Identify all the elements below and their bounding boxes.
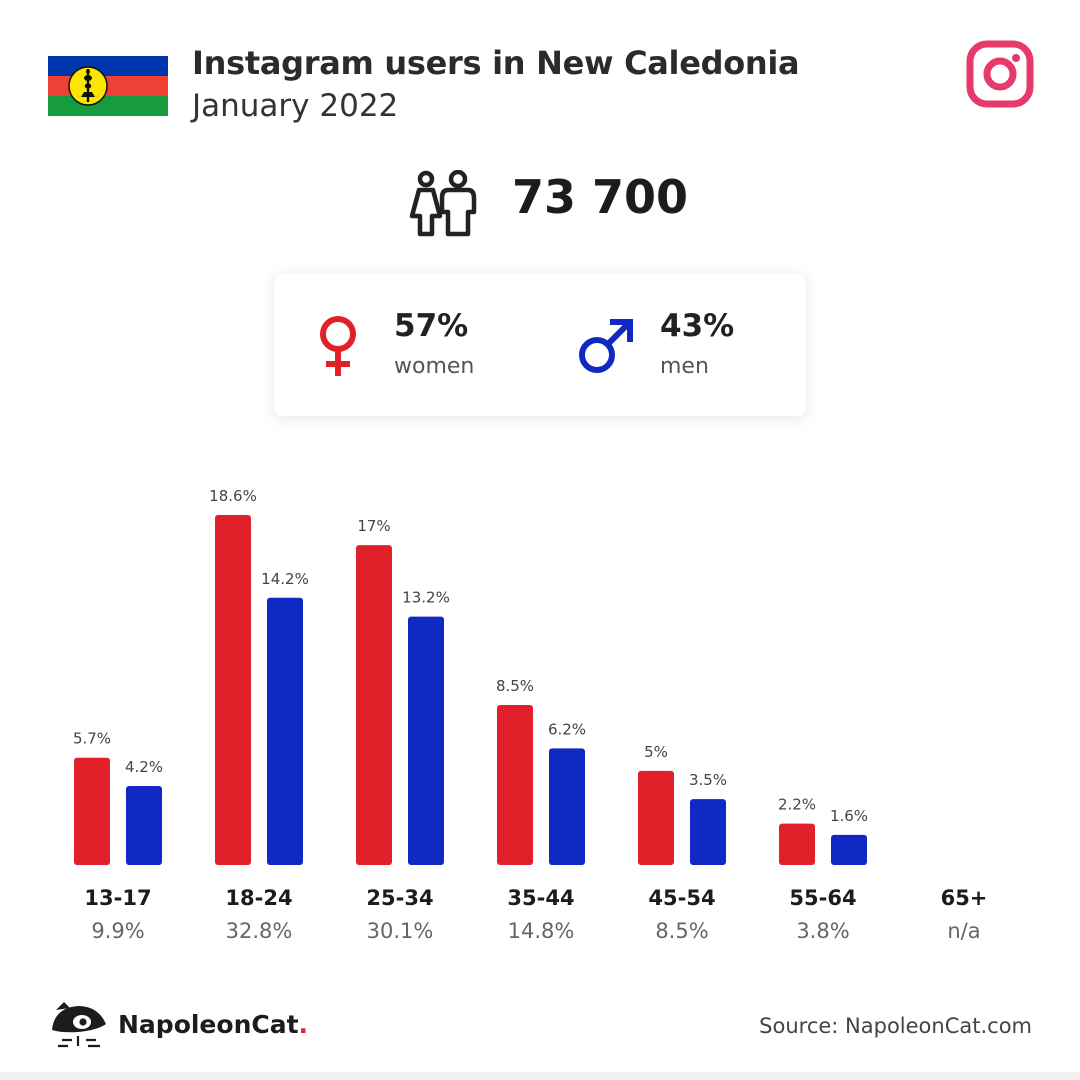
male-symbol-icon: [576, 316, 636, 380]
category-total-55-64: 3.8%: [796, 919, 849, 943]
napoleoncat-logo-icon: [48, 1000, 110, 1052]
female-symbol-icon: [316, 314, 360, 382]
bar-men-55-64: [831, 834, 867, 865]
bar-women-45-54: [638, 770, 674, 865]
total-users-value: 73 700: [512, 170, 689, 224]
gender-split-card: 57% women 43% men: [274, 274, 806, 416]
data-label-men-13-17: 4.2%: [125, 758, 163, 776]
category-total-65+: n/a: [947, 919, 980, 943]
men-percentage: 43%: [660, 308, 735, 344]
chart-title: Instagram users in New Caledonia: [192, 44, 800, 82]
x-tick-label-45-54: 45-54: [648, 886, 715, 910]
bar-men-13-17: [126, 785, 162, 865]
x-tick-label-13-17: 13-17: [84, 886, 151, 910]
data-label-women-45-54: 5%: [644, 743, 668, 761]
men-label: men: [660, 354, 709, 379]
napoleoncat-brand: NapoleonCat.: [118, 1010, 308, 1039]
source-text: Source: NapoleonCat.com: [759, 1014, 1032, 1038]
data-label-women-25-34: 17%: [357, 517, 390, 535]
bar-women-35-44: [497, 705, 533, 865]
bar-men-35-44: [549, 748, 585, 865]
category-total-18-24: 32.8%: [226, 919, 293, 943]
data-label-men-25-34: 13.2%: [402, 589, 450, 607]
brand-dot: .: [298, 1010, 309, 1039]
data-label-women-13-17: 5.7%: [73, 730, 111, 748]
bar-women-55-64: [779, 823, 815, 865]
bar-men-45-54: [690, 799, 726, 865]
x-tick-label-18-24: 18-24: [225, 886, 292, 910]
data-label-women-55-64: 2.2%: [778, 796, 816, 814]
people-icon: [406, 169, 478, 238]
data-label-men-18-24: 14.2%: [261, 570, 309, 588]
chart-subtitle: January 2022: [192, 88, 399, 124]
bar-women-25-34: [356, 545, 392, 865]
x-tick-label-25-34: 25-34: [366, 886, 433, 910]
instagram-logo-icon: [966, 40, 1034, 108]
data-label-men-55-64: 1.6%: [830, 807, 868, 825]
bar-men-25-34: [408, 616, 444, 865]
category-total-25-34: 30.1%: [367, 919, 434, 943]
bar-women-13-17: [74, 757, 110, 865]
x-tick-label-35-44: 35-44: [507, 886, 574, 910]
women-label: women: [394, 354, 475, 379]
brand-name: NapoleonCat: [118, 1010, 299, 1039]
bottom-divider: [0, 1072, 1080, 1080]
x-tick-label-55-64: 55-64: [789, 886, 856, 910]
women-percentage: 57%: [394, 308, 469, 344]
category-total-13-17: 9.9%: [91, 919, 144, 943]
category-total-45-54: 8.5%: [655, 919, 708, 943]
category-total-35-44: 14.8%: [508, 919, 575, 943]
bar-men-18-24: [267, 597, 303, 865]
data-label-women-18-24: 18.6%: [209, 487, 257, 505]
data-label-men-45-54: 3.5%: [689, 771, 727, 789]
new-caledonia-flag-icon: [48, 56, 168, 116]
data-label-men-35-44: 6.2%: [548, 720, 586, 738]
age-gender-bar-chart: 5.7% 4.2% 13-17 9.9% 18.6% 14.2% 18-24 32.8% 17%…: [73, 487, 988, 943]
x-tick-label-65+: 65+: [941, 886, 988, 910]
bar-women-18-24: [215, 515, 251, 865]
data-label-women-35-44: 8.5%: [496, 677, 534, 695]
